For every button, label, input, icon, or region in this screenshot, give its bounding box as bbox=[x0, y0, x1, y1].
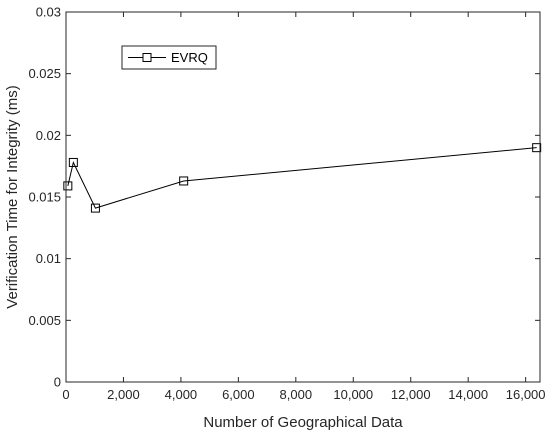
x-tick-label: 16,000 bbox=[506, 387, 546, 402]
x-tick-label: 0 bbox=[62, 387, 69, 402]
y-tick-label: 0 bbox=[54, 375, 61, 390]
plot-frame bbox=[65, 11, 541, 383]
y-tick-label: 0.03 bbox=[36, 5, 61, 20]
x-tick-label: 6,000 bbox=[222, 387, 255, 402]
y-tick-label: 0.02 bbox=[36, 128, 61, 143]
x-tick-label: 2,000 bbox=[107, 387, 140, 402]
data-point bbox=[532, 143, 542, 153]
x-tick-label: 14,000 bbox=[448, 387, 488, 402]
series-layer bbox=[63, 143, 542, 213]
series-line bbox=[67, 147, 537, 209]
data-point bbox=[90, 203, 100, 213]
plot-background bbox=[66, 12, 540, 382]
legend: EVRQ bbox=[121, 45, 217, 70]
y-tick-label: 0.025 bbox=[28, 66, 61, 81]
y-tick-label: 0.015 bbox=[28, 190, 61, 205]
legend-marker bbox=[142, 53, 152, 62]
x-axis-title: Number of Geographical Data bbox=[203, 414, 403, 431]
y-tick-label: 0.005 bbox=[28, 313, 61, 328]
y-axis-title: Verification Time for Integrity (ms) bbox=[4, 85, 21, 308]
legend-label: EVRQ bbox=[171, 50, 208, 65]
x-tick-label: 8,000 bbox=[280, 387, 313, 402]
data-point bbox=[68, 157, 78, 167]
x-tick-label: 12,000 bbox=[391, 387, 431, 402]
x-tick-label: 4,000 bbox=[165, 387, 198, 402]
y-axis-ticks: 0 0.005 0.01 0.015 0.02 0.025 0.03 bbox=[28, 5, 540, 390]
data-point bbox=[63, 181, 73, 191]
x-axis-ticks: 0 2,000 4,000 6,000 8,000 10,000 12,000 14,000 1… bbox=[62, 12, 546, 402]
x-tick-label: 10,000 bbox=[333, 387, 373, 402]
y-tick-label: 0.01 bbox=[36, 251, 61, 266]
data-point bbox=[179, 176, 189, 186]
legend-box bbox=[121, 45, 217, 70]
